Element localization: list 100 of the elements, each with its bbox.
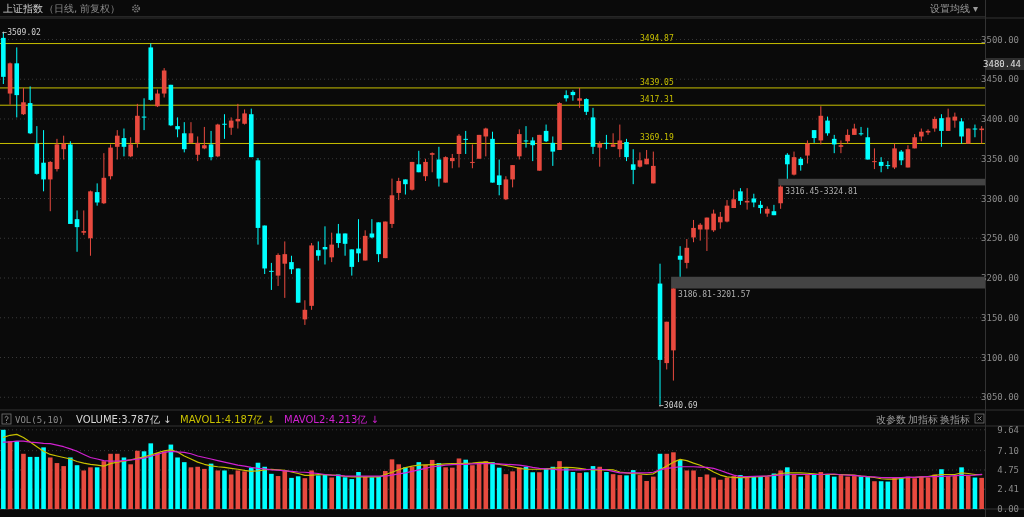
bar (336, 474, 341, 509)
bar (396, 464, 401, 509)
bar (630, 470, 636, 509)
bar (537, 472, 542, 509)
bar (215, 470, 221, 509)
bar (443, 467, 448, 509)
bar (624, 475, 629, 509)
bar (965, 476, 971, 509)
bar (845, 476, 850, 509)
bar (356, 472, 361, 509)
band-label: 3186.81-3201.57 (678, 290, 751, 300)
bar (114, 453, 120, 509)
bar (135, 450, 140, 509)
bar (651, 476, 656, 509)
y-tick-label: 2.41 (997, 484, 1019, 495)
bar (289, 477, 294, 509)
candlestick (315, 240, 321, 262)
bar (450, 467, 455, 509)
bar (195, 466, 200, 509)
bar (530, 472, 535, 509)
bar (805, 475, 810, 509)
bar (979, 477, 984, 509)
bar (269, 473, 274, 509)
candlestick (382, 221, 388, 259)
y-tick-label: 9.64 (997, 424, 1019, 435)
chart-subtitle: （日线, 前复权） (44, 3, 121, 14)
bar (148, 443, 154, 509)
bar (697, 476, 703, 509)
bar (852, 476, 857, 509)
candlestick (738, 187, 743, 206)
bar (483, 461, 489, 509)
y-tick-label: 3100.00 (981, 352, 1019, 363)
bar (778, 470, 783, 509)
bar (584, 472, 589, 509)
bar (88, 467, 93, 509)
bar (416, 462, 422, 509)
bar (222, 470, 227, 509)
bar (563, 468, 569, 509)
band-label: 3316.45-3324.81 (785, 187, 858, 197)
y-tick-label: 3300.00 (981, 193, 1019, 204)
line-series (2, 440, 983, 479)
ref-line-label: 3417.31 (640, 95, 674, 105)
bar (128, 464, 133, 509)
bar (764, 476, 770, 509)
candlestick (496, 159, 502, 196)
bar (47, 457, 53, 509)
bar (577, 472, 582, 509)
text: VOLUME:3.787亿 ↓ (76, 413, 172, 425)
bar (731, 476, 737, 509)
bar (21, 453, 26, 509)
ref-line-label: 3494.87 (640, 33, 674, 43)
bar (604, 472, 609, 509)
bar (349, 479, 355, 509)
bar (865, 476, 871, 509)
candlestick (865, 127, 871, 161)
bar (309, 470, 314, 509)
bar (175, 457, 180, 509)
bar (382, 471, 388, 509)
bar (711, 477, 716, 509)
bar (242, 471, 247, 509)
text: 设置均线 ▾ (929, 3, 978, 14)
bar (798, 476, 804, 509)
bar (932, 474, 938, 509)
y-tick-label: 3450.00 (981, 74, 1019, 85)
bar (718, 479, 723, 509)
candlestick (577, 87, 582, 109)
chart-title: VOL(5,10) (15, 414, 64, 425)
y-tick-label: 3400.00 (981, 114, 1019, 125)
y-tick-label: 7.10 (997, 445, 1019, 456)
candlestick (932, 116, 938, 133)
text: MAVOL1:4.187亿 ↓ (180, 413, 275, 425)
text: 加指标 (908, 414, 938, 425)
annotation: ←3040.69 (659, 400, 698, 410)
bar (597, 466, 603, 509)
y-tick-label: 0.00 (997, 504, 1019, 515)
text: MAVOL2:4.213亿 ↓ (284, 413, 379, 425)
candlestick (282, 240, 288, 299)
bar (329, 477, 334, 509)
bar (403, 467, 408, 509)
text: 换指标 (940, 414, 970, 425)
bar (872, 481, 877, 509)
bar (41, 447, 46, 509)
bar (181, 462, 187, 509)
bar (262, 466, 267, 509)
bar (248, 467, 254, 509)
ref-line-label: 3439.05 (640, 77, 674, 87)
bar (315, 475, 321, 509)
candlestick (530, 136, 535, 162)
candlestick (81, 209, 87, 236)
bar (825, 474, 830, 509)
text: 改参数 (876, 414, 906, 425)
candlestick (336, 223, 341, 249)
bar (898, 478, 904, 509)
bar (919, 476, 924, 509)
bar (691, 470, 696, 509)
candlestick (697, 222, 703, 242)
candlestick (731, 189, 737, 209)
bar (470, 465, 475, 509)
y-tick-label: 3350.00 (981, 153, 1019, 164)
annotation: ←3509.02 (2, 28, 42, 38)
